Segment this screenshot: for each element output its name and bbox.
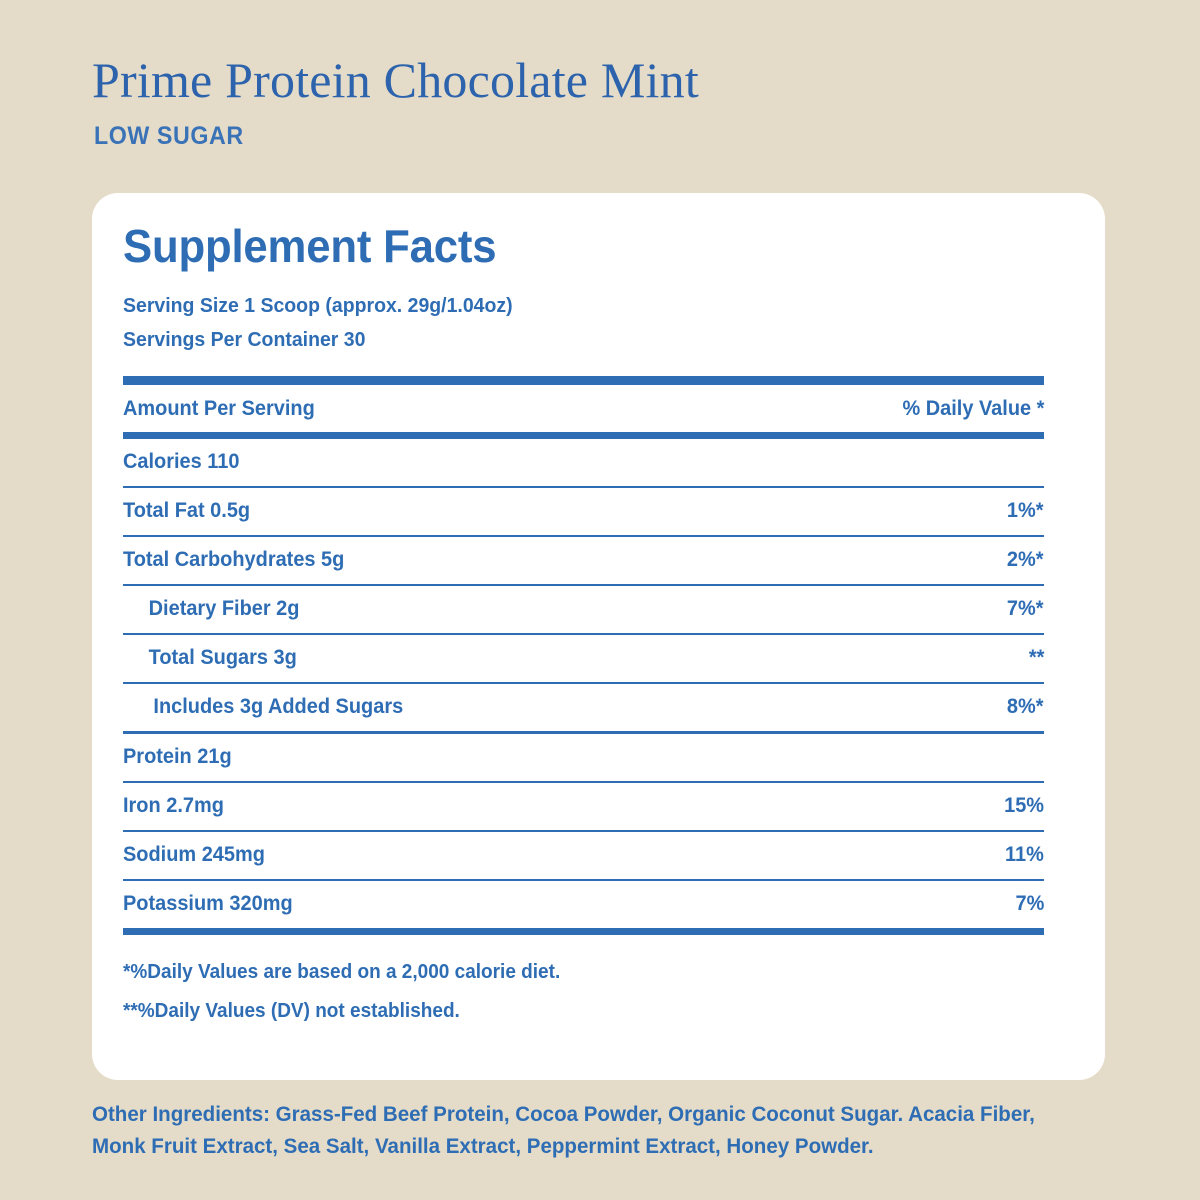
nutrient-value: 7% [1015, 891, 1044, 915]
nutrient-value: ** [1028, 645, 1044, 669]
nutrient-label: Sodium 245mg [123, 842, 265, 866]
servings-per-container-line: Servings Per Container 30 [123, 328, 366, 352]
footnote-dv-not-established: **%Daily Values (DV) not established. [123, 999, 460, 1022]
table-row: Total Sugars 3g ** [123, 635, 1044, 682]
nutrient-value: 15% [1004, 793, 1044, 817]
row-divider [123, 632, 1044, 635]
table-row: Total Carbohydrates 5g 2%* [123, 537, 1044, 584]
nutrient-value: 8%* [1007, 694, 1044, 718]
nutrient-value: 2%* [1007, 547, 1044, 571]
nutrient-label: Total Fat 0.5g [123, 498, 251, 522]
serving-size-line: Serving Size 1 Scoop (approx. 29g/1.04oz… [123, 294, 513, 317]
daily-value-header: % Daily Value * [902, 396, 1044, 420]
nutrient-label: Dietary Fiber 2g [148, 596, 300, 620]
table-bottom-bar [123, 927, 1044, 935]
table-column-header-row: Amount Per Serving % Daily Value * [123, 385, 1044, 432]
supplement-facts-heading: Supplement Facts [123, 220, 497, 272]
nutrient-value: 11% [1005, 842, 1044, 866]
supplement-facts-card: Supplement Facts Serving Size 1 Scoop (a… [92, 193, 1105, 1080]
nutrient-label: Iron 2.7mg [123, 793, 224, 817]
row-divider [123, 534, 1044, 537]
product-header: Prime Protein Chocolate Mint LOW SUGAR [92, 52, 1112, 151]
table-row: Sodium 245mg 11% [123, 832, 1044, 879]
row-divider [123, 681, 1044, 684]
nutrient-label: Includes 3g Added Sugars [153, 694, 404, 718]
row-divider [123, 878, 1044, 881]
nutrient-label: Total Sugars 3g [148, 645, 297, 669]
row-divider [123, 829, 1044, 832]
nutrient-label: Total Carbohydrates 5g [123, 547, 345, 571]
table-row: Includes 3g Added Sugars 8%* [123, 684, 1044, 731]
table-row: Potassium 320mg 7% [123, 881, 1044, 928]
footnote-daily-values: *%Daily Values are based on a 2,000 calo… [123, 960, 561, 983]
row-divider [123, 780, 1044, 783]
supplement-facts-content: Supplement Facts Serving Size 1 Scoop (a… [123, 219, 1044, 1031]
row-group-divider [123, 730, 1044, 734]
row-divider [123, 485, 1044, 488]
nutrient-label: Calories 110 [123, 449, 240, 473]
table-row: Protein 21g [123, 734, 1044, 781]
other-ingredients-text: Other Ingredients: Grass-Fed Beef Protei… [92, 1102, 1035, 1158]
product-subtitle: LOW SUGAR [94, 122, 244, 150]
footnotes: *%Daily Values are based on a 2,000 calo… [123, 953, 1044, 1031]
nutrient-label: Potassium 320mg [123, 891, 293, 915]
table-row: Total Fat 0.5g 1%* [123, 488, 1044, 535]
amount-per-serving-header: Amount Per Serving [123, 396, 315, 420]
nutrient-label: Protein 21g [123, 744, 232, 768]
table-header-underbar [123, 431, 1044, 439]
page-title: Prime Protein Chocolate Mint [92, 52, 699, 108]
row-divider [123, 583, 1044, 586]
table-row: Dietary Fiber 2g 7%* [123, 586, 1044, 633]
nutrient-value: 7%* [1007, 596, 1044, 620]
nutrient-value: 1%* [1007, 498, 1044, 522]
table-row: Iron 2.7mg 15% [123, 783, 1044, 830]
table-row: Calories 110 [123, 439, 1044, 486]
table-top-bar [123, 375, 1044, 385]
